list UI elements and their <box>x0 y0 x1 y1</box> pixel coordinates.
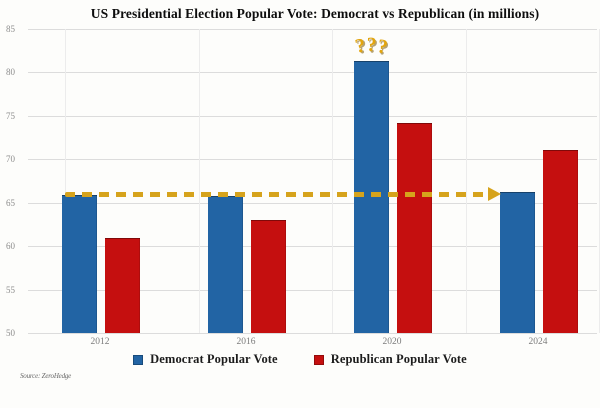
y-tick-label-55: 55 <box>6 284 15 295</box>
question-marks-annotation: ??? <box>352 33 390 59</box>
legend-label-democrat: Democrat Popular Vote <box>150 352 278 366</box>
y-tick-label-80: 80 <box>6 67 15 78</box>
trend-arrow-dashes <box>65 191 488 197</box>
plot-area: 50 55 60 65 70 75 80 85 2012 2016 2020 2024??? <box>6 24 600 347</box>
bar-democrat-2016 <box>208 195 243 333</box>
gridline-x-3 <box>465 29 467 333</box>
gridline-y-70 <box>28 159 597 161</box>
gridline-x-1 <box>198 29 200 333</box>
legend: Democrat Popular Vote Republican Popular… <box>0 352 600 367</box>
gridline-y-85 <box>28 29 597 30</box>
gridline-y-75 <box>28 115 597 117</box>
legend-label-republican: Republican Popular Vote <box>330 352 467 366</box>
bar-republican-2024 <box>543 149 578 333</box>
legend-item-republican: Republican Popular Vote <box>313 352 467 367</box>
trend-arrow-head-icon <box>488 187 501 202</box>
gridline-y-50 <box>28 333 597 334</box>
y-tick-label-65: 65 <box>6 197 15 208</box>
y-tick-label-85: 85 <box>6 24 15 34</box>
y-tick-label-60: 60 <box>6 241 15 252</box>
gridline-y-65 <box>28 202 597 204</box>
democrat-swatch-icon <box>133 354 144 365</box>
gridline-x-0 <box>65 29 66 333</box>
bar-republican-2012 <box>105 238 140 333</box>
bar-republican-2016 <box>251 220 286 333</box>
gridline-x-2 <box>332 29 333 333</box>
x-tick-label-2012: 2012 <box>90 337 110 347</box>
chart-title: US Presidential Election Popular Vote: D… <box>90 6 540 21</box>
x-tick-label-2024: 2024 <box>528 337 548 347</box>
gridline-y-55 <box>28 289 597 291</box>
gridline-y-60 <box>28 246 597 248</box>
source-note: Source: ZeroHedge <box>20 372 72 380</box>
bar-democrat-2012 <box>62 194 97 333</box>
x-tick-label-2020: 2020 <box>382 337 402 347</box>
y-tick-label-50: 50 <box>6 328 15 338</box>
bar-democrat-2024 <box>500 192 535 333</box>
republican-swatch-icon <box>313 354 324 365</box>
y-tick-label-70: 70 <box>6 154 15 165</box>
bar-republican-2020 <box>397 122 432 333</box>
legend-item-democrat: Democrat Popular Vote <box>133 352 278 367</box>
gridline-y-80 <box>28 72 597 74</box>
y-tick-label-75: 75 <box>6 110 15 121</box>
x-tick-label-2016: 2016 <box>236 337 256 347</box>
bar-democrat-2020 <box>354 61 389 333</box>
